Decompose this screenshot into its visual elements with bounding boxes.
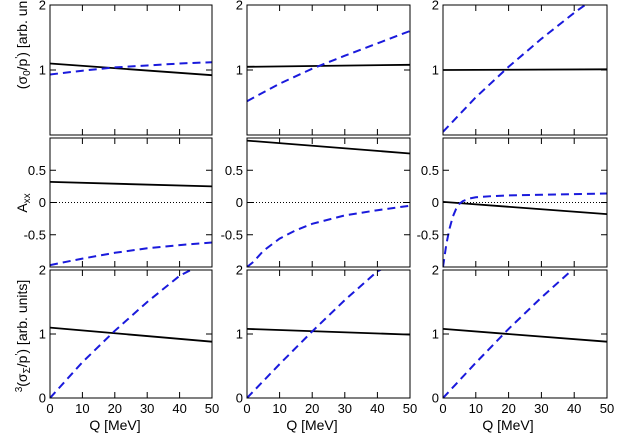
ytick-label-r1c3-1: 1 <box>432 63 439 78</box>
panel-r1c1: 12 <box>39 0 213 136</box>
series-solid-r2c3 <box>443 201 607 215</box>
ytick-label-r3c2-0: 0 <box>236 391 243 406</box>
row3-ylabel: 3(σΣ/p') [arb. units] <box>14 280 33 393</box>
ytick-label-r3c3-2: 2 <box>432 263 439 278</box>
xtick-label-r3c1-2: 20 <box>108 401 122 416</box>
ytick-label-r2c3-1: -0.5 <box>417 227 439 242</box>
xtick-label-r3c1-0: 0 <box>46 401 53 416</box>
panel-r1c3: 12 <box>432 0 608 136</box>
ytick-label-r3c1-1: 1 <box>39 327 46 342</box>
ytick-label-r1c2-1: 1 <box>236 63 243 78</box>
series-dashed-r3c3 <box>443 270 574 398</box>
series-dashed-r3c1 <box>50 270 193 398</box>
xtick-label-r3c3-1: 10 <box>469 401 483 416</box>
xtick-label-r3c3-3: 30 <box>534 401 548 416</box>
series-solid-r2c2 <box>247 139 410 155</box>
ytick-label-r3c2-2: 2 <box>236 263 243 278</box>
xtick-label-r3c2-1: 10 <box>272 401 286 416</box>
ytick-label-r2c2-1: -0.5 <box>221 227 243 242</box>
row1-ylabel: (σ0/p') [arb. units] <box>14 0 33 89</box>
xtick-label-r3c3-2: 20 <box>501 401 515 416</box>
series-solid-r3c2 <box>247 328 410 336</box>
xtick-label-r3c2-3: 30 <box>338 401 352 416</box>
row2-ylabel: Axx <box>14 193 33 212</box>
xtick-label-r3c1-5: 50 <box>205 401 219 416</box>
xtick-label-r3c1-4: 40 <box>172 401 186 416</box>
ytick-label-r1c2-2: 2 <box>236 0 243 13</box>
series-solid-r3c1 <box>50 326 212 343</box>
ytick-label-r3c2-1: 1 <box>236 327 243 342</box>
xtick-label-r3c1-3: 30 <box>140 401 154 416</box>
ytick-label-r2c1-1: -0.5 <box>24 227 46 242</box>
ytick-label-r2c2-2: 0 <box>236 195 243 210</box>
series-dashed-r2c2 <box>247 204 410 267</box>
ytick-label-r3c1-0: 0 <box>39 391 46 406</box>
series-solid-r1c3 <box>443 68 607 71</box>
ytick-label-r2c3-2: 0 <box>432 195 439 210</box>
series-solid-r3c3 <box>443 328 607 343</box>
panel-r2c3: -0.5 0 0.5 <box>417 137 608 268</box>
panel-r3c2: 0 10 20 30 40 50 0 1 2 <box>236 263 417 417</box>
xtick-label-r3c2-0: 0 <box>243 401 250 416</box>
panel-r2c1: -0.5 0 0.5 <box>24 137 213 268</box>
frame-r3c3 <box>442 269 608 399</box>
ytick-label-r2c1-3: 0.5 <box>28 163 46 178</box>
panel-r3c3: 0 10 20 30 40 50 0 1 2 <box>432 263 614 417</box>
series-solid-r1c1 <box>50 62 212 77</box>
series-dashed-r1c2 <box>247 30 410 103</box>
ytick-label-r1c1-1: 1 <box>39 63 46 78</box>
xtick-label-r3c2-5: 50 <box>403 401 417 416</box>
panel-r1c2: 12 <box>236 0 411 136</box>
xtick-label-r3c2-4: 40 <box>370 401 384 416</box>
xtick-label-r3c3-4: 40 <box>567 401 581 416</box>
ytick-label-r2c1-2: 0 <box>39 195 46 210</box>
panel-r2c2: -0.5 0 0.5 <box>221 137 411 268</box>
series-dashed-r2c3 <box>443 192 607 267</box>
xtick-label-r3c3-0: 0 <box>439 401 446 416</box>
xtick-label-r3c2-2: 20 <box>305 401 319 416</box>
series-solid-r1c2 <box>247 63 410 68</box>
ytick-label-r1c1-2: 2 <box>39 0 46 13</box>
ytick-label-r2c3-3: 0.5 <box>421 163 439 178</box>
col1-xlabel: Q [MeV] <box>89 417 140 433</box>
panel-r3c1: 0 10 20 30 40 50 0 1 2 <box>39 263 219 417</box>
ytick-label-r2c2-3: 0.5 <box>225 163 243 178</box>
ytick-label-r1c3-2: 2 <box>432 0 439 13</box>
xtick-label-r3c3-5: 50 <box>600 401 614 416</box>
series-dashed-r1c3 <box>443 5 587 133</box>
series-dashed-r3c2 <box>247 270 383 398</box>
series-dashed-r2c1 <box>50 241 212 267</box>
ytick-label-r3c3-1: 1 <box>432 327 439 342</box>
ytick-label-r3c1-2: 2 <box>39 263 46 278</box>
col2-xlabel: Q [MeV] <box>286 417 337 433</box>
series-solid-r2c1 <box>50 181 212 188</box>
col3-xlabel: Q [MeV] <box>482 417 533 433</box>
ytick-label-r3c3-0: 0 <box>432 391 439 406</box>
xtick-label-r3c1-1: 10 <box>75 401 89 416</box>
frame-r1c2 <box>246 4 411 136</box>
series-dashed-r1c1 <box>50 61 212 76</box>
